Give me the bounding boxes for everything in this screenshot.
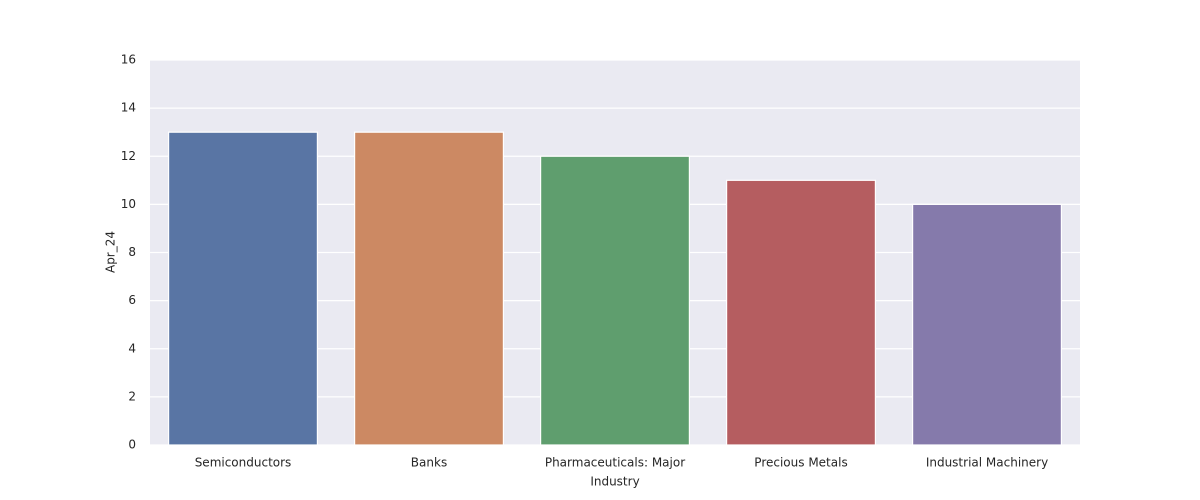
y-tick-label: 8: [128, 245, 136, 259]
x-tick-label: Pharmaceuticals: Major: [545, 456, 685, 470]
bar: [168, 131, 319, 446]
x-tick-label: Precious Metals: [754, 456, 847, 470]
y-tick-label: 0: [128, 438, 136, 452]
bar: [354, 131, 505, 446]
y-tick-label: 2: [128, 389, 136, 403]
bar: [725, 179, 876, 446]
bar: [539, 155, 690, 446]
y-tick-label: 4: [128, 341, 136, 355]
x-axis-label: Industry: [590, 475, 639, 489]
x-tick-label: Banks: [411, 456, 447, 470]
y-tick-label: 16: [121, 53, 136, 67]
y-tick-label: 6: [128, 293, 136, 307]
y-tick-label: 12: [121, 149, 136, 163]
x-tick-label: Semiconductors: [195, 456, 292, 470]
y-axis-label: Apr_24: [104, 231, 118, 273]
x-tick-label: Industrial Machinery: [926, 456, 1048, 470]
y-tick-label: 14: [121, 101, 136, 115]
bar: [911, 203, 1062, 446]
y-tick-label: 10: [121, 197, 136, 211]
